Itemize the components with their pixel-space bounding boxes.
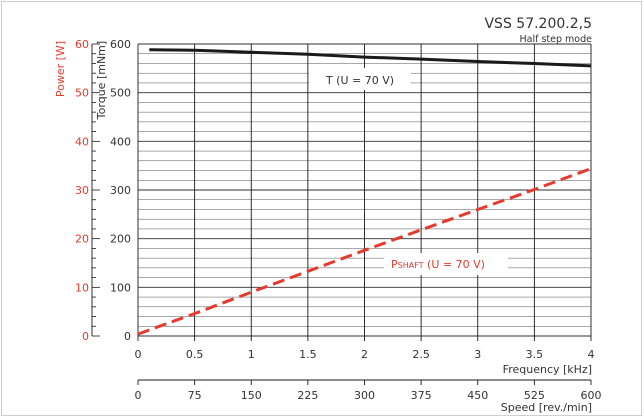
x-tick-label: 2: [361, 348, 368, 361]
x-tick-label: 4: [588, 348, 595, 361]
x-axis-title: Frequency [kHz]: [503, 363, 592, 376]
x-tick-label: 0: [135, 348, 142, 361]
y-tick-label: 300: [110, 184, 131, 197]
x2-tick-label: 150: [241, 389, 262, 402]
torque-line: [149, 48, 592, 68]
gridlines: [137, 43, 592, 341]
x2-tick-label: 450: [467, 389, 488, 402]
x2-tick-label: 300: [354, 389, 375, 402]
x-tick-label: 2.5: [412, 348, 430, 361]
y-axis-title: Torque [mNm]: [95, 41, 108, 120]
x2-tick-label: 0: [135, 389, 142, 402]
x-tick-label: 3.5: [526, 348, 544, 361]
y-tick-label: 0: [124, 330, 131, 343]
series-layer: [137, 48, 592, 336]
y-tick-label: 600: [110, 38, 131, 51]
y2-tick-label: 0: [82, 330, 89, 343]
x-tick-label: 0.5: [186, 348, 204, 361]
y-tick-label: 200: [110, 233, 131, 246]
x2-axis-title: Speed [rev./min]: [501, 401, 592, 414]
y2-tick-label: 40: [75, 135, 89, 148]
x2-tick-label: 525: [524, 389, 545, 402]
y2-tick-label: 50: [75, 87, 89, 100]
y2-tick-label: 30: [75, 184, 89, 197]
power-label-bg: [384, 253, 508, 275]
y2-axis-title: Power [W]: [54, 41, 67, 97]
power-label-suffix: (U = 70 V): [424, 258, 485, 271]
power-label-sub: SHAFT: [398, 261, 424, 270]
power-line: [137, 167, 592, 336]
x2-tick-label: 375: [411, 389, 432, 402]
chart-subtitle: Half step mode: [520, 34, 593, 45]
axes: 0 0.5 1 1.5 2 2.5 3 3.5 401002003004005006000102…: [75, 38, 602, 402]
torque-label-bg: [309, 68, 411, 90]
chart-title: VSS 57.200.2,5: [484, 16, 592, 32]
torque-series-label: T (U = 70 V): [325, 74, 394, 87]
y-tick-label: 400: [110, 135, 131, 148]
y-tick-label: 500: [110, 87, 131, 100]
y-tick-label: 100: [110, 281, 131, 294]
y2-tick-label: 10: [75, 281, 89, 294]
y2-tick-label: 20: [75, 233, 89, 246]
y2-tick-label: 60: [75, 38, 89, 51]
x-tick-label: 1: [248, 348, 255, 361]
x2-tick-label: 75: [188, 389, 202, 402]
x2-tick-label: 225: [297, 389, 318, 402]
x2-tick-label: 600: [581, 389, 602, 402]
power-series-label: PSHAFT (U = 70 V): [391, 258, 485, 271]
x-tick-label: 1.5: [299, 348, 317, 361]
power-label-main: P: [391, 258, 398, 271]
x-tick-label: 3: [474, 348, 481, 361]
